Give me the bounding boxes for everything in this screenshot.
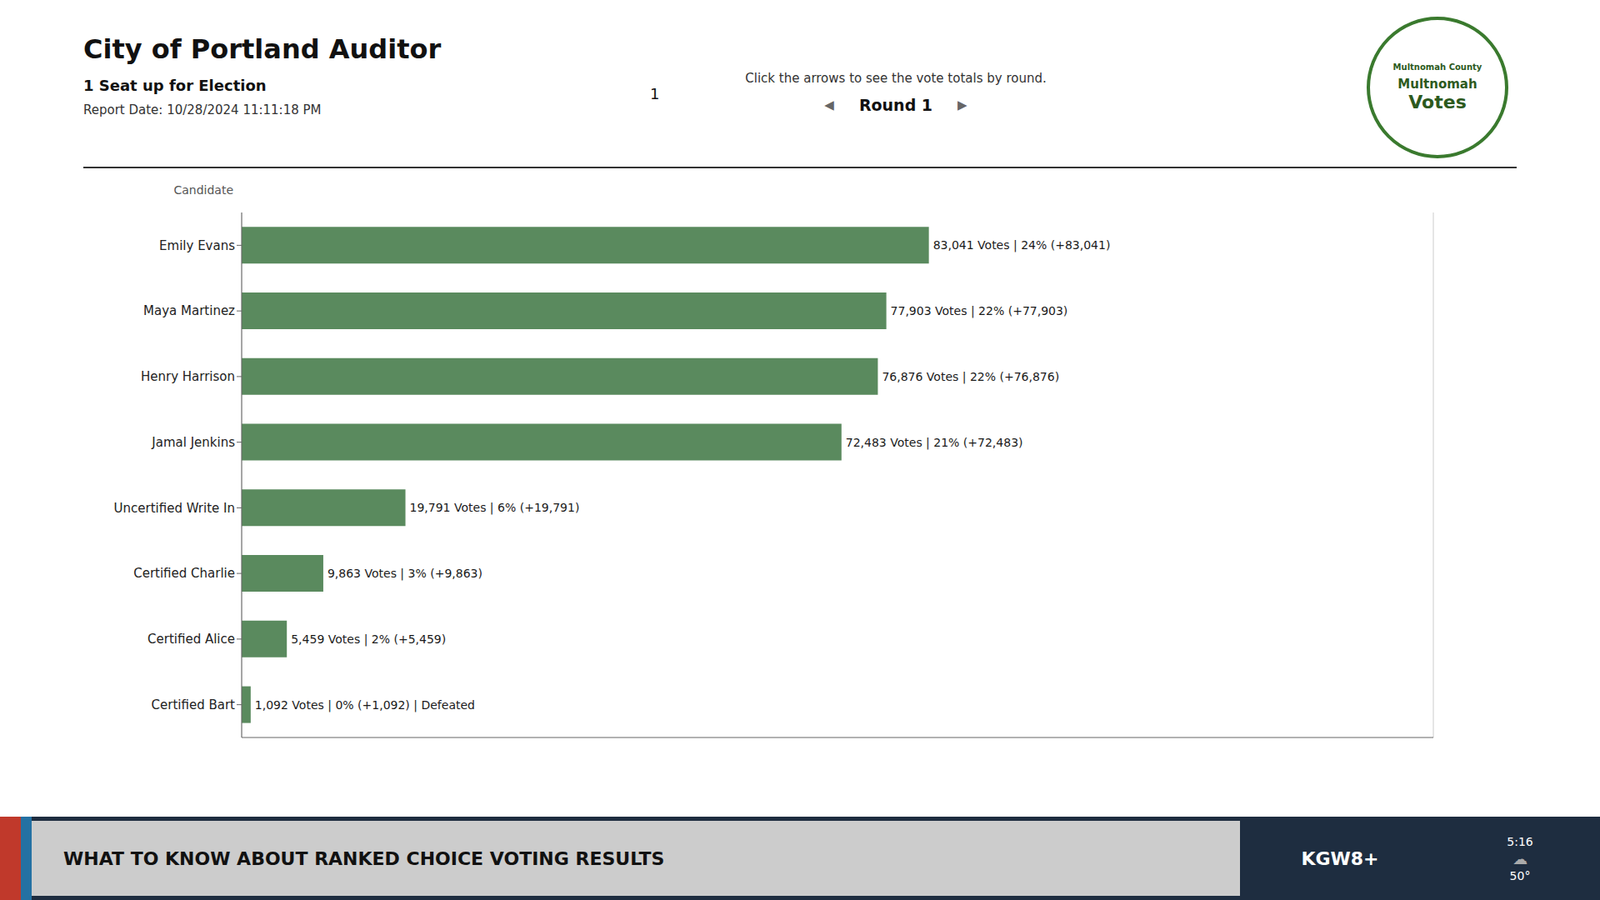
svg-text:77,903 Votes | 22% (+77,903): 77,903 Votes | 22% (+77,903): [890, 304, 1069, 319]
svg-text:Certified Alice: Certified Alice: [147, 631, 235, 647]
html-text:1 Seat up for Election: 1 Seat up for Election: [83, 76, 267, 95]
html-text:Round 1: Round 1: [859, 95, 933, 115]
html-text:Multnomah: Multnomah: [1397, 76, 1478, 92]
html-text:Report Date: 10/28/2024 11:11:: Report Date: 10/28/2024 11:11:18 PM: [83, 102, 322, 118]
svg-text:Maya Martinez: Maya Martinez: [143, 303, 235, 319]
svg-text:19,791 Votes | 6% (+19,791): 19,791 Votes | 6% (+19,791): [410, 500, 580, 515]
svg-text:Certified Bart: Certified Bart: [151, 697, 236, 713]
svg-text:76,876 Votes | 22% (+76,876): 76,876 Votes | 22% (+76,876): [881, 370, 1060, 385]
svg-text:72,483 Votes | 21% (+72,483): 72,483 Votes | 21% (+72,483): [845, 435, 1024, 450]
html-text:Votes: Votes: [1408, 91, 1467, 113]
html-text:50°: 50°: [1509, 868, 1531, 883]
html-text:City of Portland Auditor: City of Portland Auditor: [83, 33, 441, 65]
svg-text:Emily Evans: Emily Evans: [159, 238, 235, 254]
html-text:Multnomah County: Multnomah County: [1393, 62, 1482, 72]
svg-text:5,459 Votes | 2% (+5,459): 5,459 Votes | 2% (+5,459): [290, 632, 446, 647]
html-text:Candidate: Candidate: [173, 183, 234, 197]
html-text:KGW8+: KGW8+: [1301, 847, 1379, 869]
html-text:Click the arrows to see the vo: Click the arrows to see the vote totals …: [745, 70, 1047, 86]
svg-text:Jamal Jenkins: Jamal Jenkins: [150, 435, 235, 450]
html-text:1: 1: [650, 85, 660, 103]
svg-text:83,041 Votes | 24% (+83,041): 83,041 Votes | 24% (+83,041): [933, 238, 1111, 253]
svg-text:Henry Harrison: Henry Harrison: [140, 369, 235, 385]
html-text:WHAT TO KNOW ABOUT RANKED CHOI: WHAT TO KNOW ABOUT RANKED CHOICE VOTING …: [63, 847, 665, 869]
svg-text:Uncertified Write In: Uncertified Write In: [114, 500, 235, 516]
svg-text:Certified Charlie: Certified Charlie: [133, 565, 235, 581]
html-text:5:16: 5:16: [1506, 834, 1534, 848]
svg-text:1,092 Votes | 0% (+1,092) | De: 1,092 Votes | 0% (+1,092) | Defeated: [255, 698, 475, 713]
svg-text:9,863 Votes | 3% (+9,863): 9,863 Votes | 3% (+9,863): [327, 566, 483, 581]
